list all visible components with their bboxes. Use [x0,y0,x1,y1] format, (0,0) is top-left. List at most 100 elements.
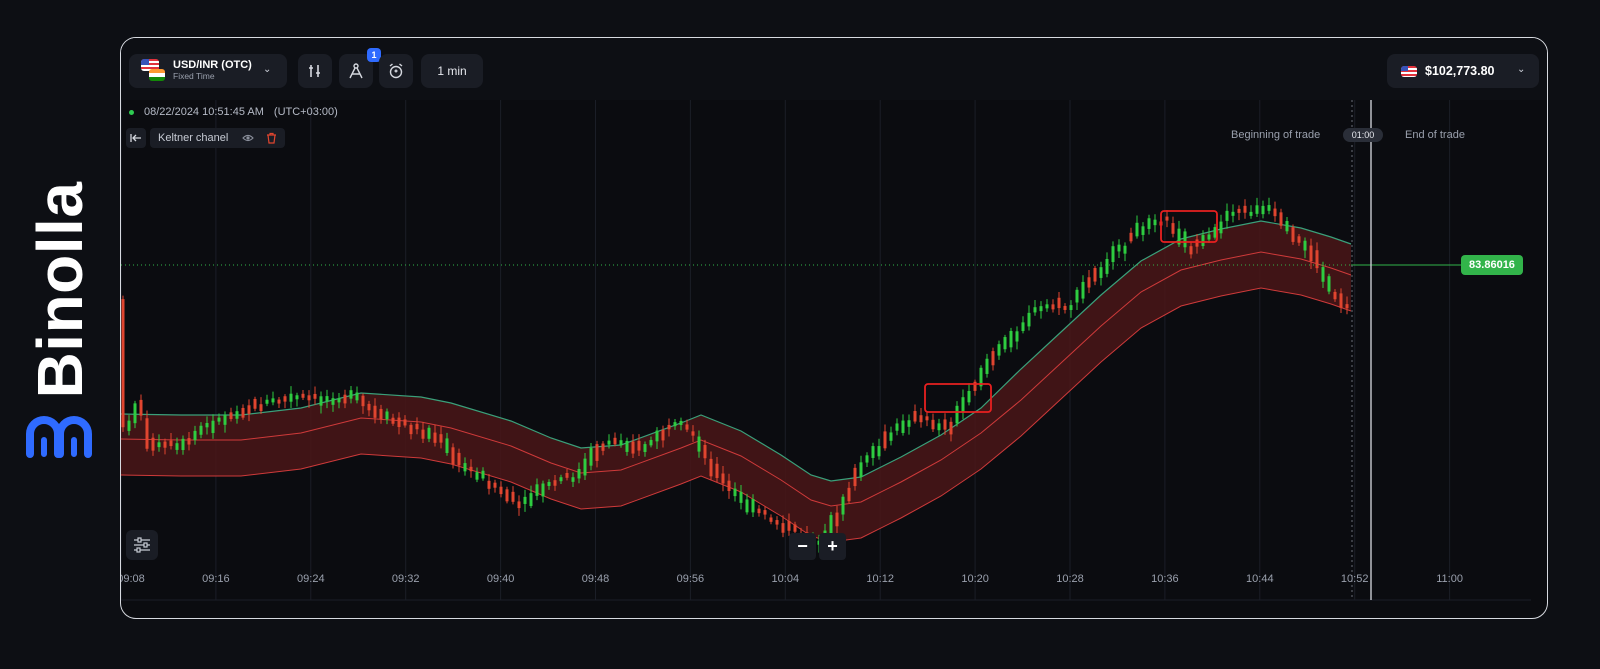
candle-up [217,417,221,422]
candle-down [1273,208,1277,217]
current-price-tag: 83.86016 [1461,255,1523,275]
candle-up [997,344,1001,356]
live-indicator-icon [129,109,134,115]
candle-up [1303,240,1307,251]
candle-up [625,440,629,452]
balance-value: $102,773.80 [1425,64,1495,78]
candle-up [889,432,893,441]
drawing-tools-button[interactable]: 1 [339,48,381,88]
candle-down [493,482,497,488]
zoom-out-button[interactable]: − [789,533,816,560]
candle-up [1027,312,1031,327]
us-flag-icon [1401,65,1417,77]
candle-up [895,423,899,431]
candle-up [1135,222,1139,237]
time-tick-label: 09:16 [202,573,230,585]
candle-up [193,430,197,441]
timestamp-timezone: (UTC+03:00) [273,106,338,118]
candle-up [199,425,203,435]
alarm-clock-icon [389,63,403,79]
candle-up [877,446,881,457]
candle-up [1327,276,1331,292]
candle-up [1021,322,1025,332]
candle-down [451,447,455,465]
candle-down [991,351,995,366]
candle-up [1213,227,1217,238]
brand-name: Binolla [24,181,96,399]
candle-down [343,394,347,404]
timeframe-button[interactable]: 1 min [421,54,483,88]
candle-down [853,467,857,487]
candle-up [619,440,623,446]
candle-up [1033,307,1037,313]
candle-down [931,419,935,430]
candle-up [577,468,581,479]
candle-down [151,437,155,451]
candle-up [937,423,941,431]
candle-down [919,415,923,423]
candle-down [781,523,785,533]
chevron-down-icon: ⌄ [263,64,272,75]
highlight-box-breakout [924,383,992,413]
candle-up [289,393,293,402]
candle-up [1123,245,1127,254]
candle-down [511,491,515,502]
candle-down [637,440,641,451]
candle-down [1345,304,1349,309]
collapse-indicators-button[interactable] [126,128,146,148]
compass-icon [349,63,363,79]
candle-down [487,480,491,489]
candle-down [631,441,635,454]
candle-up [157,442,161,448]
candle-up [985,358,989,374]
candle-down [691,431,695,436]
drawings-count-badge: 1 [367,48,381,62]
candle-up [133,403,137,424]
account-balance-selector[interactable]: $102,773.80 ⌄ [1387,54,1539,88]
candle-up [1201,235,1205,247]
candle-up [859,462,863,477]
candle-up [841,496,845,515]
top-toolbar: USD/INR (OTC) Fixed Time ⌄ 1 1 min [121,38,1547,100]
candle-down [1165,216,1169,221]
candle-up [445,438,449,453]
brand: Binolla [20,180,100,470]
candle-down [847,487,851,502]
candle-down [241,407,245,418]
candle-up [607,440,611,445]
candle-down [1333,291,1337,300]
candle-up [745,499,749,513]
usd-inr-flags-icon [141,59,169,83]
chart-settings-button[interactable] [126,530,158,560]
candle-up [1009,330,1013,348]
chart-type-button[interactable] [298,54,332,88]
eye-icon[interactable] [242,133,255,143]
candle-down [595,444,599,461]
zoom-in-button[interactable]: + [819,533,846,560]
highlight-box-pullback [1160,210,1218,243]
candle-up [325,396,329,402]
chart-type-icon [309,65,320,77]
candle-down [433,432,437,443]
candle-up [547,481,551,486]
candle-up [1285,221,1289,232]
candle-up [1267,205,1271,211]
time-tick-label: 10:04 [771,573,800,585]
candle-down [457,452,461,466]
candle-up [319,396,323,406]
asset-selector[interactable]: USD/INR (OTC) Fixed Time ⌄ [129,54,287,88]
trash-icon[interactable] [266,132,277,144]
candle-up [1183,231,1187,248]
alerts-button[interactable] [379,54,413,88]
candle-up [355,392,359,401]
candle-down [613,437,617,445]
candle-up [1117,244,1121,252]
candle-down [973,381,977,391]
indicator-chip-keltner[interactable]: Keltner chanel [150,128,286,148]
end-of-trade-label: End of trade [1405,129,1465,141]
price-chart[interactable]: 08/22/2024 10:51:45 AM (UTC+03:00) Keltn… [121,100,1547,618]
indicator-legend: Keltner chanel [126,128,286,148]
candle-up [211,420,215,434]
candle-down [835,512,839,527]
candle-up [649,439,653,446]
